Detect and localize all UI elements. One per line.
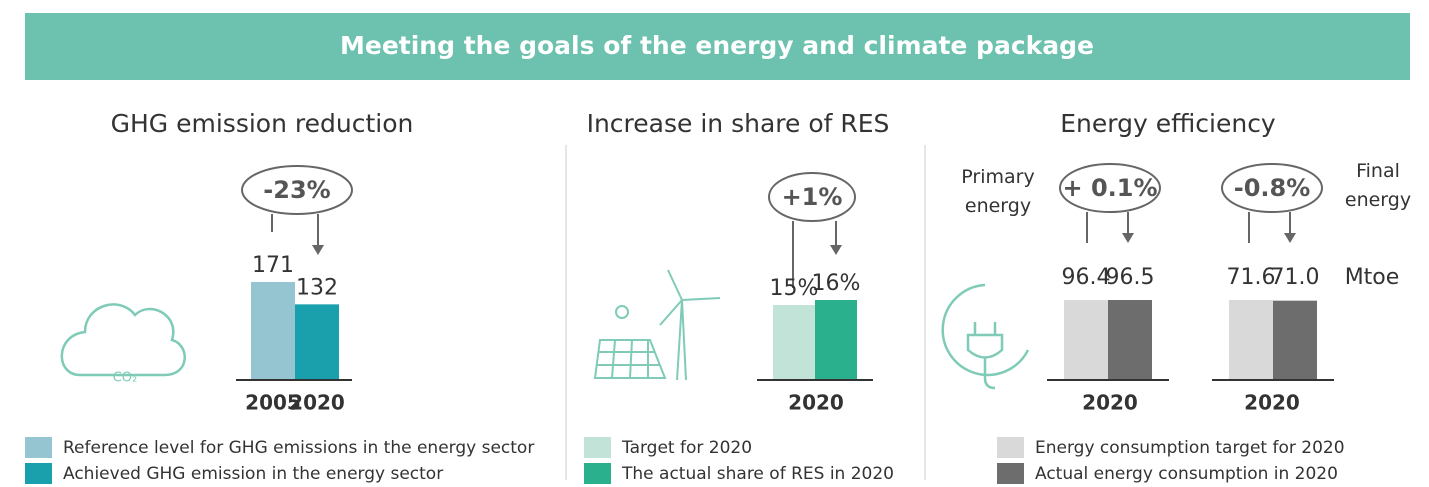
legend-swatch [584, 463, 611, 484]
value-label: 96.4 [1062, 265, 1111, 290]
category-label: 2020 [289, 391, 345, 415]
arrow-head [830, 245, 842, 255]
bar [815, 300, 857, 380]
change-label: -0.8% [1234, 174, 1311, 202]
arrow-head [1122, 233, 1134, 243]
bar [773, 305, 815, 380]
panel-title: Increase in share of RES [587, 109, 890, 138]
value-label: 171 [252, 253, 294, 278]
bar [1229, 300, 1273, 380]
legend-label: Reference level for GHG emissions in the… [63, 438, 534, 458]
renewables-icon [595, 270, 720, 380]
group-label: Primary energy [950, 163, 1046, 221]
group-label: Final energy [1338, 157, 1418, 215]
value-label: 96.5 [1106, 265, 1155, 290]
banner-title: Meeting the goals of the energy and clim… [340, 31, 1094, 60]
legend-label: The actual share of RES in 2020 [621, 464, 894, 484]
legend-swatch [25, 463, 52, 484]
unit-label: Mtoe [1345, 265, 1400, 290]
legend-swatch [997, 437, 1024, 458]
value-label: 132 [296, 275, 338, 300]
value-label: 71.0 [1271, 265, 1320, 290]
arrow-head [312, 245, 324, 255]
legend-swatch [997, 463, 1024, 484]
bar [1064, 300, 1108, 380]
change-label: + 0.1% [1062, 174, 1157, 202]
category-label: 2020 [1244, 391, 1300, 415]
icon-label: CO₂ [113, 371, 138, 386]
legend-swatch [584, 437, 611, 458]
chart: Meeting the goals of the energy and clim… [0, 0, 1429, 487]
arrow-head [1284, 233, 1296, 243]
legend-label: Target for 2020 [621, 438, 752, 458]
cloud-icon [62, 304, 185, 375]
plug-icon [943, 285, 1028, 388]
change-label: +1% [782, 183, 843, 211]
legend-swatch [25, 437, 52, 458]
category-label: 2020 [788, 391, 844, 415]
panel-title: GHG emission reduction [111, 109, 414, 138]
infographic: Meeting the goals of the energy and clim… [0, 0, 1429, 487]
panel-title: Energy efficiency [1060, 109, 1276, 138]
change-label: -23% [263, 176, 330, 204]
legend-label: Achieved GHG emission in the energy sect… [63, 464, 443, 484]
legend-label: Actual energy consumption in 2020 [1035, 464, 1338, 484]
value-label: 71.6 [1227, 265, 1276, 290]
bar [1273, 301, 1317, 380]
category-label: 2020 [1082, 391, 1138, 415]
bar [295, 304, 339, 380]
bar [251, 282, 295, 380]
legend-label: Energy consumption target for 2020 [1035, 438, 1345, 458]
value-label: 16% [812, 271, 861, 296]
bar [1108, 300, 1152, 380]
